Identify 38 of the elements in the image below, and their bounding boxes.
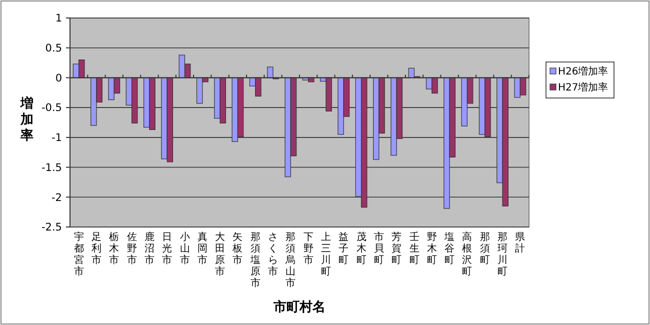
y-tick-label: 1 <box>55 12 62 25</box>
x-tick-label: 栃木市 <box>109 231 120 266</box>
x-tick-label: 那須町 <box>480 232 490 266</box>
x-tick-label: 佐野市 <box>126 232 137 266</box>
legend-label: H27増加率 <box>558 82 608 94</box>
x-tick-label: さくら市 <box>268 232 278 278</box>
x-tick-label: 大田原市 <box>215 231 226 278</box>
x-tick-label: 那須烏山市 <box>284 232 296 289</box>
y-tick-label: -1.5 <box>42 162 62 174</box>
x-tick-label: 宇都宮市 <box>74 231 84 278</box>
x-tick-label: 下野市 <box>303 232 314 266</box>
x-tick-label: 上三川町 <box>320 231 331 278</box>
x-tick-label: 真岡市 <box>197 231 208 266</box>
y-tick-label: 0.5 <box>45 42 62 55</box>
x-tick-label: 県計 <box>515 232 526 254</box>
x-tick-label: 足利市 <box>91 232 102 266</box>
x-tick-label: 矢板市 <box>232 231 243 266</box>
y-tick-label: -1 <box>52 132 62 144</box>
x-tick-label: 益子町 <box>338 231 349 266</box>
y-tick-label: -2.5 <box>42 222 62 234</box>
x-tick-label: 塩谷町 <box>444 231 455 266</box>
x-tick-label: 高根沢町 <box>462 231 472 278</box>
x-tick-label: 小山市 <box>180 231 190 266</box>
legend-label: H26増加率 <box>558 66 608 78</box>
y-tick-label: 0 <box>55 72 62 84</box>
x-tick-label: 那珂川町 <box>498 232 508 278</box>
x-axis-title: 市町村名 <box>272 299 326 315</box>
x-tick-label: 茂木町 <box>356 231 366 266</box>
x-tick-label: 壬生町 <box>409 231 420 266</box>
x-tick-label: 芳賀町 <box>392 231 402 266</box>
x-tick-label: 鹿沼市 <box>144 231 154 266</box>
x-tick-label: 野木町 <box>426 232 437 266</box>
y-tick-label: -2 <box>52 192 62 204</box>
x-tick-label: 市貝町 <box>374 231 384 266</box>
x-tick-label: 那須塩原市 <box>249 232 260 289</box>
x-tick-label: 日光市 <box>162 232 172 266</box>
y-tick-label: -0.5 <box>42 102 62 114</box>
y-axis-title: 増加率 <box>20 96 34 144</box>
